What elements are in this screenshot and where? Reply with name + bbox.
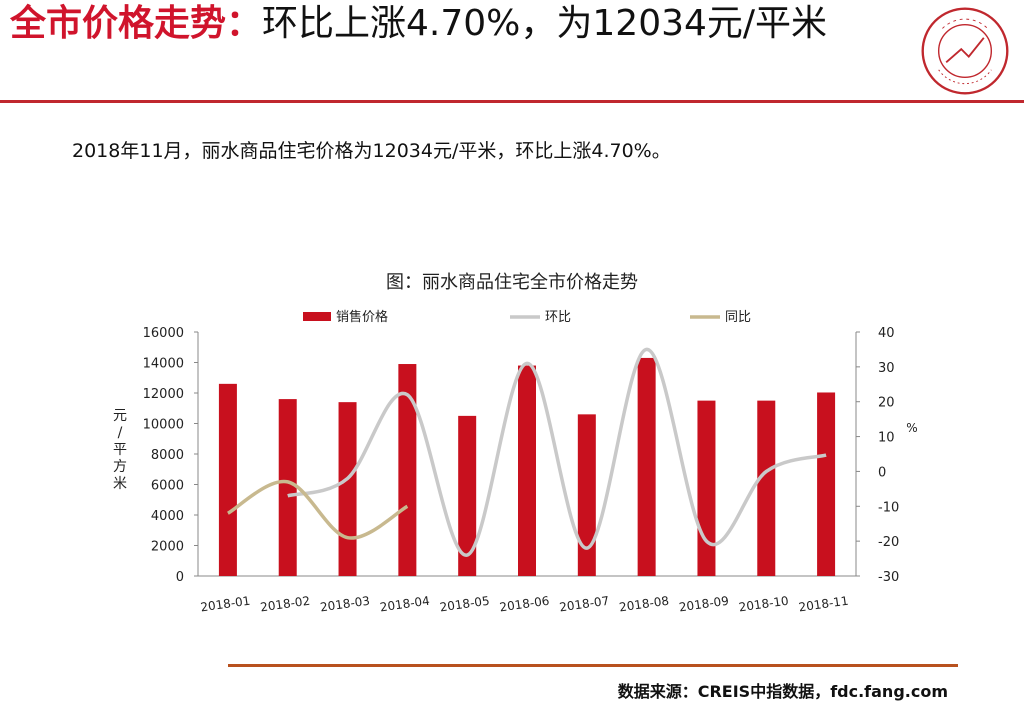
x-tick-label: 2018-05 [439,594,491,615]
page-title-highlight: 全市价格走势： [10,3,263,44]
x-tick-label: 2018-01 [200,594,252,615]
summary-text: 2018年11月，丽水商品住宅价格为12034元/平米，环比上涨4.70%。 [72,140,671,162]
y-axis-left-label: 米 [113,476,127,492]
bar-sales-price [637,357,656,576]
y-tick-left: 4000 [151,509,184,524]
x-tick-label: 2018-06 [499,594,551,615]
y-tick-right: -30 [878,570,899,585]
y-tick-right: -20 [878,535,899,550]
page-title: 全市价格走势：环比上涨4.70%，为12034元/平米 [10,2,910,45]
bar-sales-price [817,392,836,576]
y-tick-left: 6000 [151,479,184,494]
bar-sales-price [577,414,596,576]
data-source: 数据来源：CREIS中指数据，fdc.fang.com [617,682,948,701]
bar-sales-price [218,383,237,576]
bar-sales-price [338,402,357,576]
y-tick-left: 0 [176,570,184,585]
y-tick-left: 12000 [143,387,184,402]
y-tick-right: 40 [878,326,895,341]
x-tick-label: 2018-10 [738,594,790,615]
y-tick-left: 2000 [151,540,184,555]
x-tick-label: 2018-03 [319,594,371,615]
legend-label-sales-price: 销售价格 [336,309,388,325]
legend-label-mom: 环比 [545,310,571,325]
legend-label-yoy: 同比 [725,310,751,325]
y-axis-right-label: % [906,421,917,435]
bar-sales-price [458,415,477,576]
bar-sales-price [697,400,716,576]
y-tick-left: 14000 [143,357,184,372]
bar-sales-price [518,365,536,576]
footer-divider [228,664,958,667]
legend-swatch-sales-price [303,312,331,321]
title-divider [0,100,1024,103]
y-tick-left: 8000 [151,448,184,463]
y-axis-left-label: 元 [113,408,127,424]
y-tick-right: 10 [878,431,895,446]
y-tick-right: -10 [878,500,899,515]
bar-sales-price [757,400,776,576]
x-tick-label: 2018-11 [798,594,850,615]
x-tick-label: 2018-07 [558,594,610,615]
y-axis-left-label: 方 [113,459,127,475]
x-tick-label: 2018-04 [379,594,431,615]
y-tick-left: 10000 [143,418,184,433]
y-tick-right: 20 [878,396,895,411]
line-yoy [226,479,409,540]
chart-title: 图：丽水商品住宅全市价格走势 [386,272,638,293]
line-mom [287,347,827,557]
x-tick-label: 2018-02 [259,594,311,615]
y-tick-left: 16000 [143,326,184,341]
y-axis-left-label: 平 [113,442,127,458]
x-tick-label: 2018-09 [678,594,730,615]
bar-sales-price [278,399,297,576]
x-tick-label: 2018-08 [618,594,670,615]
bar-sales-price [398,364,417,576]
y-tick-right: 0 [878,465,886,480]
y-axis-left-label: / [118,425,123,441]
china-index-academy-logo [921,7,1009,95]
page-title-rest: 环比上涨4.70%，为12034元/平米 [262,3,828,44]
y-tick-right: 30 [878,361,895,376]
